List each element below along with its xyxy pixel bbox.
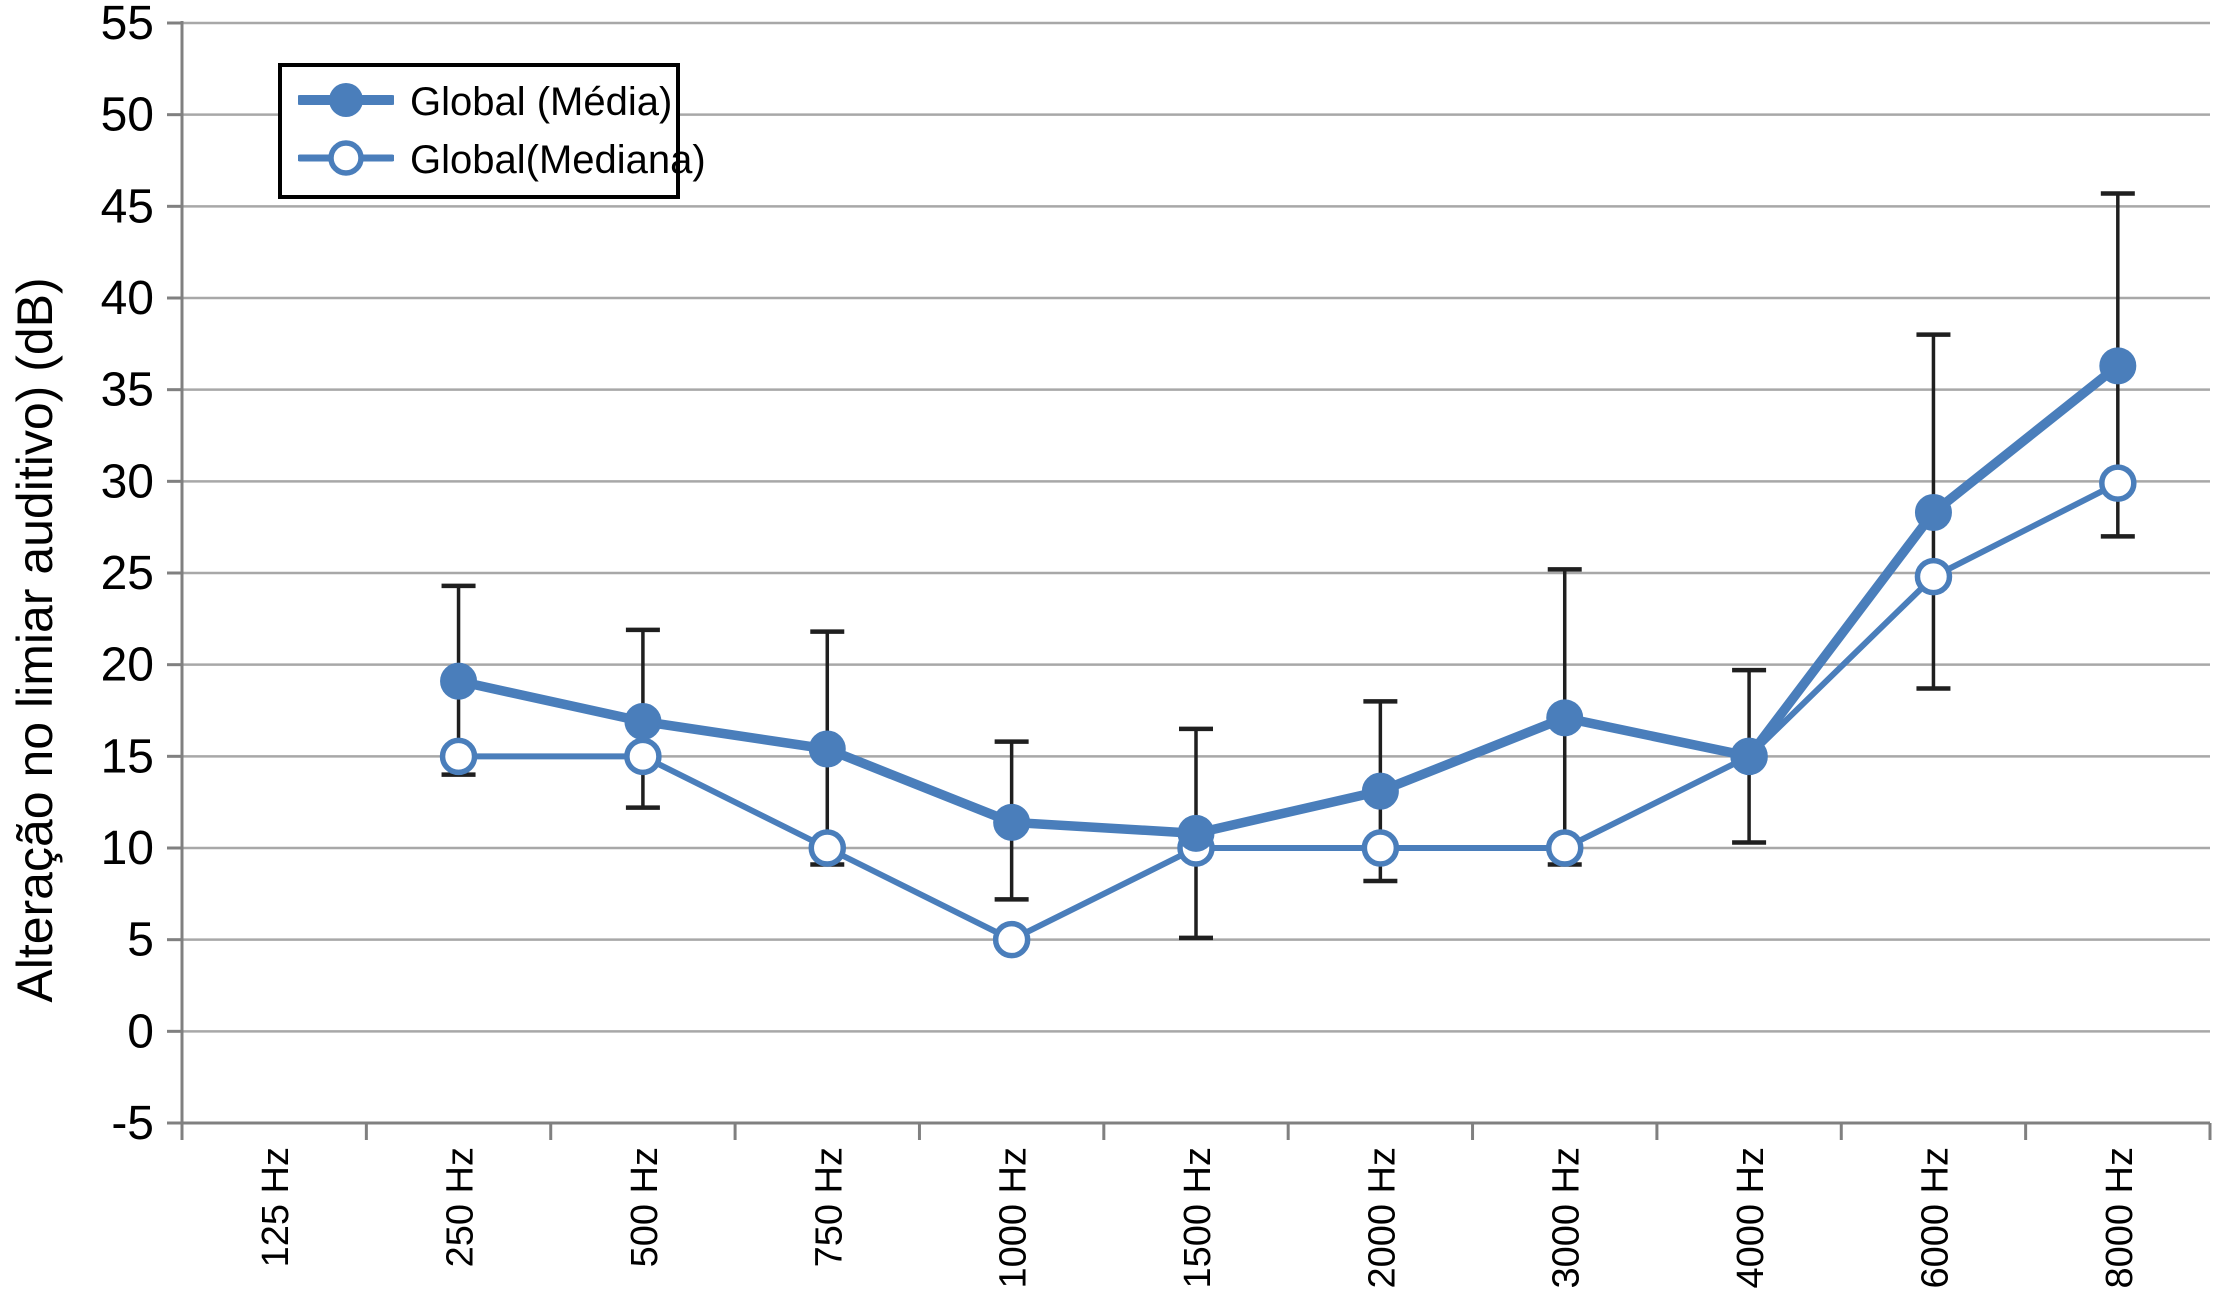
x-axis-label: 3000 Hz [1546, 1147, 1588, 1289]
x-axis-label: 750 Hz [808, 1147, 850, 1267]
x-axis-label: 6000 Hz [1914, 1147, 1956, 1289]
y-axis-tick-label: 20 [101, 639, 154, 692]
filled-circle-line-icon [295, 76, 397, 129]
x-axis-label: 4000 Hz [1730, 1147, 1772, 1289]
legend-label-mediana: Global(Mediana) [410, 137, 706, 182]
legend-entry-media: Global (Média) [295, 76, 676, 129]
mediana-marker [808, 829, 847, 867]
y-axis-tick-label: 25 [101, 547, 154, 600]
open-circle-line-icon [296, 134, 396, 187]
x-axis-label: 125 Hz [255, 1147, 297, 1267]
y-axis-tick-label: 45 [101, 180, 154, 233]
y-axis-tick-label: 10 [101, 822, 154, 875]
mediana-marker [1545, 829, 1584, 867]
y-axis-tick-label: 50 [101, 89, 154, 142]
x-axis-label: 500 Hz [624, 1147, 666, 1267]
mediana-marker [2099, 464, 2137, 502]
media-marker [1177, 814, 1215, 852]
mediana-marker [1914, 557, 1953, 596]
mediana-marker [1361, 829, 1400, 867]
media-marker [2099, 347, 2137, 385]
y-axis-tick-label: -5 [111, 1097, 154, 1150]
media-marker [1914, 494, 1952, 531]
x-axis-label: 250 Hz [440, 1147, 482, 1267]
y-axis-tick-label: 40 [101, 272, 154, 325]
legend-label-media: Global (Média) [410, 79, 673, 124]
legend-open-marker-graphic [296, 139, 396, 176]
x-axis-label: 1000 Hz [993, 1147, 1035, 1289]
x-axis-label: 1500 Hz [1177, 1147, 1219, 1289]
media-marker [808, 730, 846, 768]
media-marker [1546, 699, 1584, 737]
mediana-marker [439, 737, 478, 776]
legend-filled-marker-graphic [295, 82, 397, 117]
chart-legend: Global (Média) Global(Mediana) [278, 63, 706, 199]
x-axis-label: 2000 Hz [1361, 1147, 1403, 1289]
media-line [453, 361, 2123, 839]
media-marker [624, 703, 662, 740]
media-marker [1730, 737, 1768, 775]
mediana-line [455, 480, 2121, 943]
mediana-marker [992, 920, 1031, 959]
media-marker [440, 662, 478, 700]
legend-entry-mediana: Global(Mediana) [296, 134, 706, 187]
y-axis-tick-label: 55 [101, 0, 154, 50]
y-axis-title: Alteração no limiar auditivo) (dB) [7, 277, 63, 1002]
mediana-marker [624, 737, 662, 776]
media-marker [993, 803, 1031, 841]
y-axis-tick-label: 35 [101, 364, 154, 417]
y-axis-tick-label: 5 [127, 914, 154, 967]
y-axis-tick-label: 15 [101, 730, 154, 783]
y-axis-tick-label: 30 [101, 455, 154, 508]
y-axis-tick-label: 0 [127, 1005, 154, 1058]
media-marker [1361, 772, 1399, 810]
x-axis-label: 8000 Hz [2099, 1147, 2141, 1289]
